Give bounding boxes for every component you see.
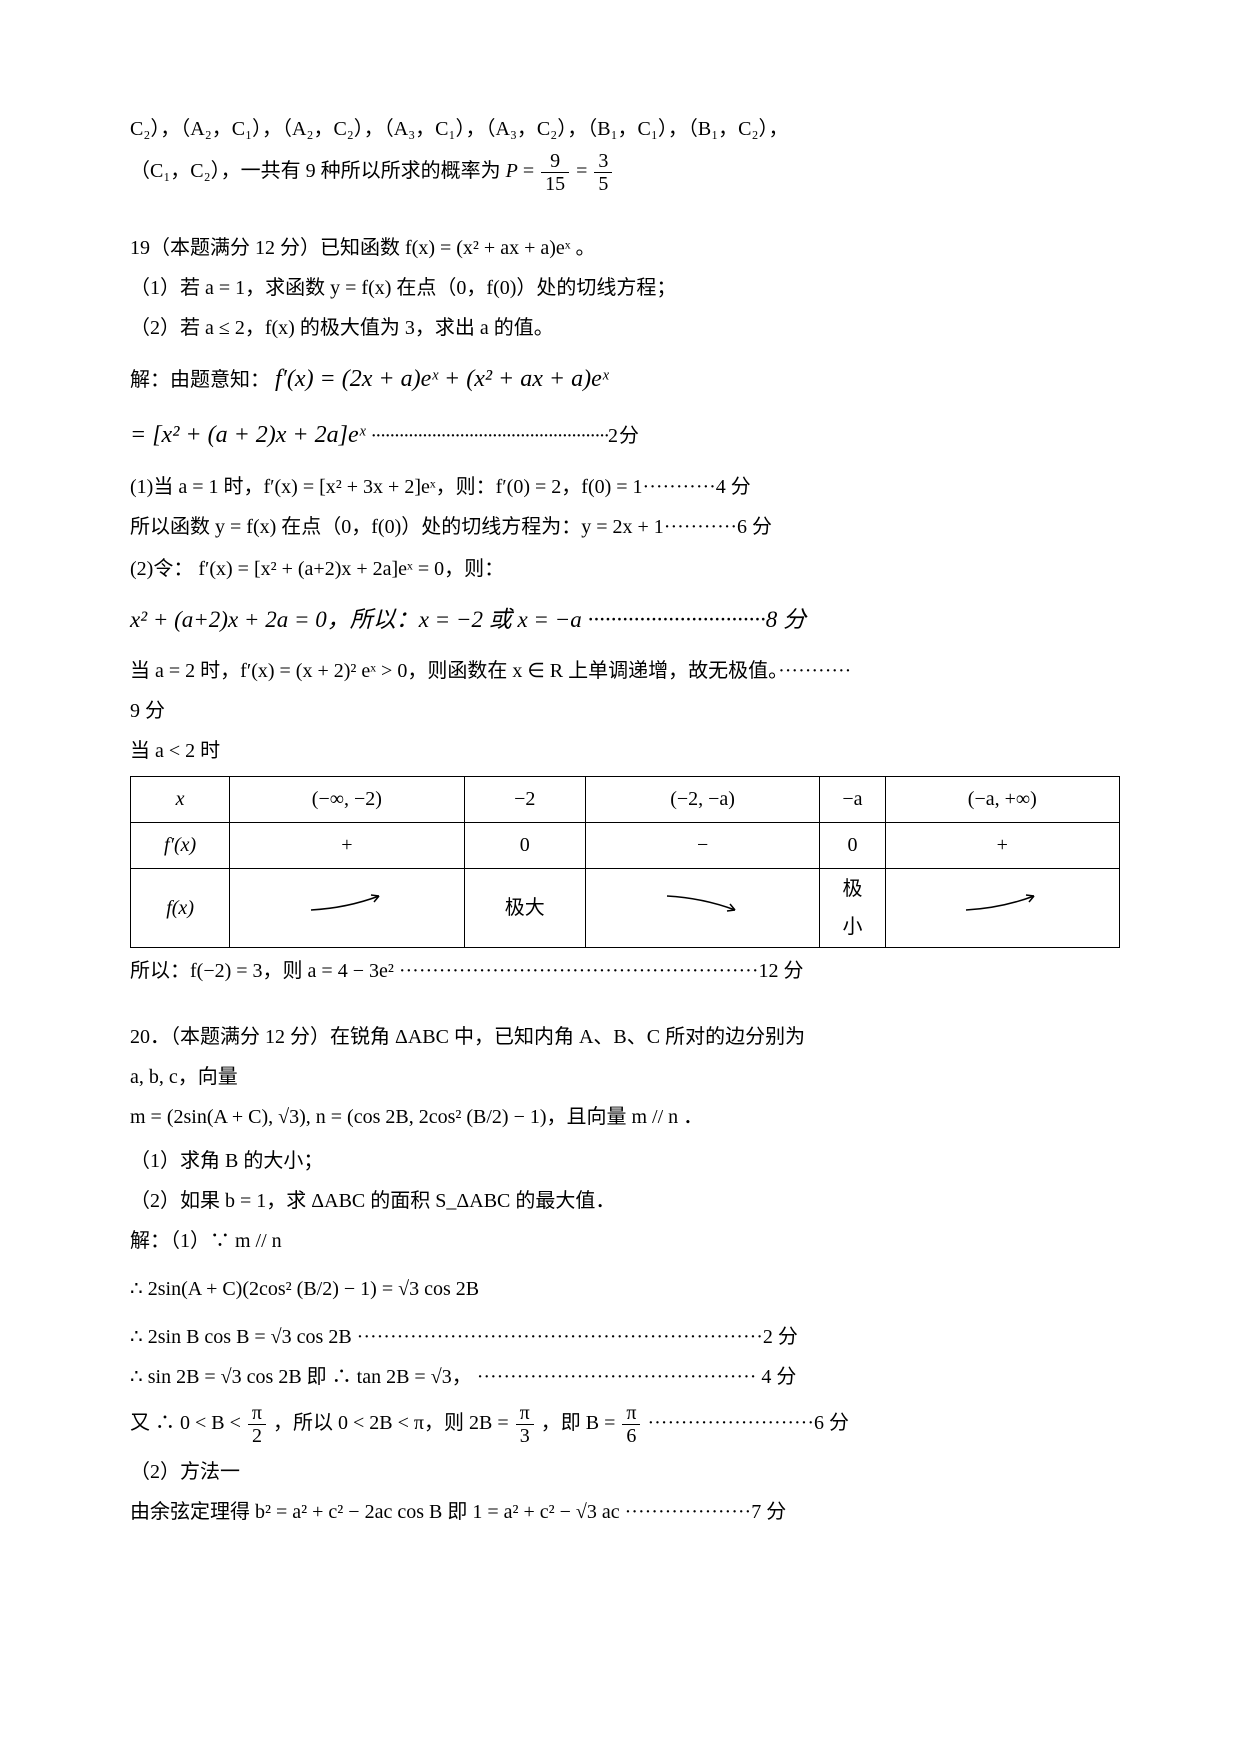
r1c4: 0 <box>820 822 885 868</box>
th-c2: −2 <box>464 776 585 822</box>
r2-label: f(x) <box>131 868 230 947</box>
q19-final: 所以：f(−2) = 3，则 a = 4 − 3e² ·············… <box>130 952 1120 990</box>
q19-let: (2)令： f′(x) = [x² + (a+2)x + 2a]eˣ = 0，则… <box>130 550 1120 588</box>
th-x: x <box>131 776 230 822</box>
r1c2: 0 <box>464 822 585 868</box>
q20-head: 20．（本题满分 12 分）在锐角 ΔABC 中，已知内角 A、B、C 所对的边… <box>130 1018 1120 1056</box>
r2c2: 极大 <box>464 868 585 947</box>
q20-eq4: 又 ∴ 0 < B < π 2 ，所以 0 < 2B < π，则 2B = π … <box>130 1402 1120 1447</box>
q19-part1: （1）若 a = 1，求函数 y = f(x) 在点（0，f(0)）处的切线方程… <box>130 269 1120 307</box>
r2c5 <box>885 868 1119 947</box>
q19-alt2: 当 a < 2 时 <box>130 732 1120 770</box>
q20-eq2: ∴ 2sin B cos B = √3 cos 2B ·············… <box>130 1318 1120 1356</box>
r2c1 <box>230 868 464 947</box>
q19-tangent: 所以函数 y = f(x) 在点（0，f(0)）处的切线方程为：y = 2x +… <box>130 508 1120 546</box>
q19-fp2: = [x² + (a + 2)x + 2a]eˣ ···············… <box>130 413 1120 459</box>
q19-9fen: 9 分 <box>130 692 1120 730</box>
q19-roots: x² + (a+2)x + 2a = 0，所以：x = −2 或 x = −a … <box>130 598 1120 642</box>
analysis-table: x (−∞, −2) −2 (−2, −a) −a (−a, +∞) f′(x)… <box>130 776 1120 948</box>
q20-eq3: ∴ sin 2B = √3 cos 2B 即 ∴ tan 2B = √3， ··… <box>130 1358 1120 1396</box>
arrow-down-icon <box>663 889 743 913</box>
q20-sol1: 解：（1）∵ m // n <box>130 1222 1120 1260</box>
r2c3 <box>585 868 819 947</box>
th-c4: −a <box>820 776 885 822</box>
th-c3: (−2, −a) <box>585 776 819 822</box>
r1c3: − <box>585 822 819 868</box>
r1c5: + <box>885 822 1119 868</box>
q20-eq1: ∴ 2sin(A + C)(2cos² (B/2) − 1) = √3 cos … <box>130 1270 1120 1308</box>
line-c1c2: （C₁，C₂），一共有 9 种所以所求的概率为 P = 9 15 = 3 5 <box>130 150 1120 195</box>
arrow-up-icon <box>307 889 387 913</box>
r2c4: 极小 <box>820 868 885 947</box>
r1c1: + <box>230 822 464 868</box>
line-c2-a2: C₂），（A₂，C₁），（A₂，C₂），（A₃，C₁），（A₃，C₂），（B₁，… <box>130 110 1120 148</box>
q20-p1: （1）求角 B 的大小； <box>130 1142 1120 1180</box>
th-c1: (−∞, −2) <box>230 776 464 822</box>
q19-solution-start: 解：由题意知： f′(x) = (2x + a)eˣ + (x² + ax + … <box>130 357 1120 403</box>
q19-head: 19（本题满分 12 分）已知函数 f(x) = (x² + ax + a)eˣ… <box>130 229 1120 267</box>
q20-abc: a, b, c，向量 <box>130 1058 1120 1096</box>
q20-p2: （2）如果 b = 1，求 ΔABC 的面积 S_ΔABC 的最大值． <box>130 1182 1120 1220</box>
q20-m2: （2）方法一 <box>130 1453 1120 1491</box>
r1-label: f′(x) <box>131 822 230 868</box>
q20-mn: m = (2sin(A + C), √3), n = (cos 2B, 2cos… <box>130 1098 1120 1136</box>
prob-formula: P = 9 15 = 3 5 <box>506 160 615 182</box>
q20-cos: 由余弦定理得 b² = a² + c² − 2ac cos B 即 1 = a²… <box>130 1493 1120 1531</box>
arrow-up-icon-2 <box>962 889 1042 913</box>
q19-case1: (1)当 a = 1 时，f′(x) = [x² + 3x + 2]eˣ，则：f… <box>130 468 1120 506</box>
q19-part2: （2）若 a ≤ 2，f(x) 的极大值为 3，求出 a 的值。 <box>130 309 1120 347</box>
q19-a2: 当 a = 2 时，f′(x) = (x + 2)² eˣ > 0，则函数在 x… <box>130 652 1120 690</box>
th-c5: (−a, +∞) <box>885 776 1119 822</box>
text: （C₁，C₂），一共有 9 种所以所求的概率为 <box>130 160 506 182</box>
